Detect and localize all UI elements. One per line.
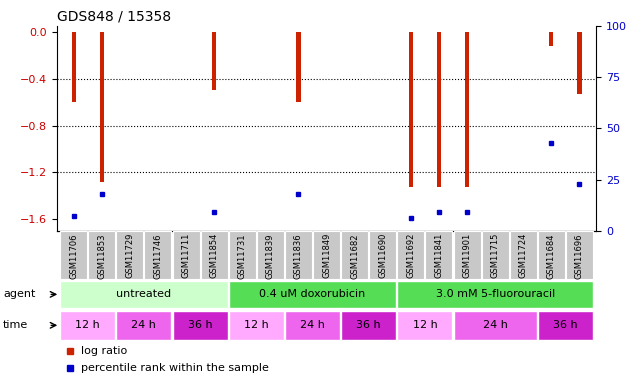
Text: percentile rank within the sample: percentile rank within the sample xyxy=(81,363,269,373)
Text: 12 h: 12 h xyxy=(413,320,437,330)
Text: GSM11729: GSM11729 xyxy=(126,233,134,278)
Bar xyxy=(229,311,284,340)
Text: 24 h: 24 h xyxy=(483,320,507,330)
Text: 12 h: 12 h xyxy=(75,320,100,330)
Bar xyxy=(285,311,340,340)
Text: untreated: untreated xyxy=(116,290,172,299)
Bar xyxy=(510,231,537,279)
Text: GSM11901: GSM11901 xyxy=(463,233,471,278)
Text: 36 h: 36 h xyxy=(188,320,213,330)
Text: 24 h: 24 h xyxy=(131,320,156,330)
Text: GSM11836: GSM11836 xyxy=(294,233,303,279)
Bar xyxy=(341,311,396,340)
Bar xyxy=(172,311,228,340)
Text: GSM11849: GSM11849 xyxy=(322,233,331,278)
Bar xyxy=(313,231,340,279)
Bar xyxy=(409,32,413,188)
Bar xyxy=(465,32,469,188)
Bar xyxy=(229,231,256,279)
Bar xyxy=(229,281,396,308)
Bar xyxy=(88,231,115,279)
Bar xyxy=(71,32,76,102)
Bar xyxy=(257,231,284,279)
Bar xyxy=(369,231,396,279)
Text: GSM11684: GSM11684 xyxy=(547,233,556,279)
Bar xyxy=(100,32,104,182)
Text: GSM11841: GSM11841 xyxy=(434,233,444,278)
Bar xyxy=(481,231,509,279)
Bar xyxy=(297,32,300,102)
Text: GSM11690: GSM11690 xyxy=(378,233,387,278)
Text: GSM11682: GSM11682 xyxy=(350,233,359,279)
Text: GSM11715: GSM11715 xyxy=(491,233,500,278)
Text: GSM11854: GSM11854 xyxy=(209,233,219,278)
Bar xyxy=(437,32,441,188)
Bar xyxy=(454,231,481,279)
Text: 3.0 mM 5-fluorouracil: 3.0 mM 5-fluorouracil xyxy=(435,290,555,299)
Text: GSM11839: GSM11839 xyxy=(266,233,275,279)
Text: GSM11746: GSM11746 xyxy=(153,233,162,279)
Text: GSM11692: GSM11692 xyxy=(406,233,415,278)
Text: GSM11731: GSM11731 xyxy=(238,233,247,279)
Bar xyxy=(549,32,553,46)
Text: GSM11711: GSM11711 xyxy=(182,233,191,278)
Bar xyxy=(116,231,143,279)
Bar xyxy=(398,281,593,308)
Bar xyxy=(212,32,216,90)
Text: log ratio: log ratio xyxy=(81,346,127,356)
Text: GSM11706: GSM11706 xyxy=(69,233,78,279)
Bar xyxy=(538,231,565,279)
Text: 12 h: 12 h xyxy=(244,320,269,330)
Bar xyxy=(398,311,452,340)
Text: 36 h: 36 h xyxy=(357,320,381,330)
Text: agent: agent xyxy=(3,290,35,299)
Bar xyxy=(398,231,424,279)
Bar xyxy=(538,311,593,340)
Bar xyxy=(144,231,172,279)
Bar xyxy=(425,231,452,279)
Text: GSM11696: GSM11696 xyxy=(575,233,584,279)
Bar xyxy=(172,231,199,279)
Text: 24 h: 24 h xyxy=(300,320,325,330)
Bar xyxy=(60,311,115,340)
Bar xyxy=(454,311,537,340)
Bar xyxy=(341,231,368,279)
Bar xyxy=(201,231,228,279)
Text: GDS848 / 15358: GDS848 / 15358 xyxy=(57,10,171,24)
Text: 0.4 uM doxorubicin: 0.4 uM doxorubicin xyxy=(259,290,365,299)
Text: GSM11853: GSM11853 xyxy=(97,233,106,279)
Bar xyxy=(577,32,582,94)
Text: GSM11724: GSM11724 xyxy=(519,233,528,278)
Bar xyxy=(60,231,87,279)
Bar xyxy=(116,311,172,340)
Bar xyxy=(60,281,228,308)
Bar xyxy=(285,231,312,279)
Bar xyxy=(566,231,593,279)
Text: time: time xyxy=(3,320,28,330)
Text: 36 h: 36 h xyxy=(553,320,578,330)
